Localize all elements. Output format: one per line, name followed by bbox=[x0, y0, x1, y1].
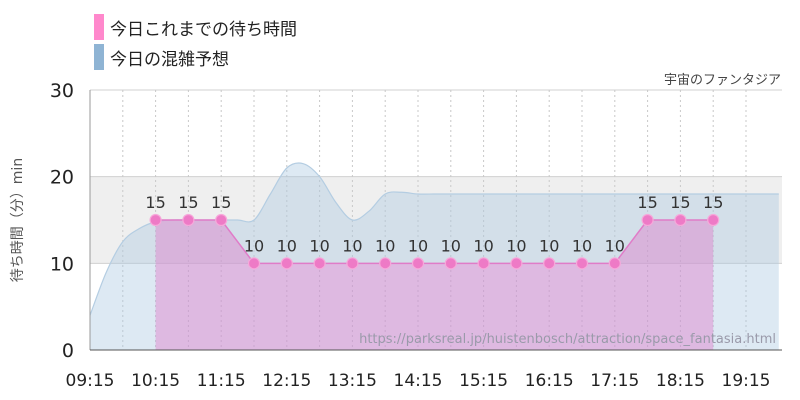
data-point[interactable] bbox=[707, 213, 720, 227]
forecast-area bbox=[90, 163, 779, 350]
data-point[interactable] bbox=[444, 257, 457, 270]
data-label: 10 bbox=[473, 236, 493, 255]
x-tick-label: 15:15 bbox=[459, 371, 508, 391]
data-label: 10 bbox=[342, 236, 362, 255]
data-point[interactable] bbox=[215, 213, 228, 227]
data-point[interactable] bbox=[280, 257, 293, 270]
x-tick-label: 11:15 bbox=[197, 371, 246, 391]
data-point[interactable] bbox=[543, 257, 556, 270]
x-tick-label: 18:15 bbox=[656, 371, 705, 391]
y-tick-label: 10 bbox=[50, 253, 74, 275]
data-label: 10 bbox=[506, 236, 526, 255]
attraction-name: 宇宙のファンタジア bbox=[664, 73, 781, 88]
x-tick-label: 10:15 bbox=[131, 371, 180, 391]
data-label: 15 bbox=[670, 193, 690, 212]
data-label: 15 bbox=[637, 193, 657, 212]
legend-label-actual: 今日これまでの待ち時間 bbox=[110, 19, 297, 40]
data-label: 15 bbox=[211, 193, 231, 212]
data-point[interactable] bbox=[379, 257, 392, 270]
x-tick-label: 13:15 bbox=[328, 371, 377, 391]
x-tick-label: 19:15 bbox=[722, 371, 771, 391]
data-point[interactable] bbox=[674, 213, 687, 227]
x-tick-label: 12:15 bbox=[262, 371, 311, 391]
data-label: 10 bbox=[572, 236, 592, 255]
legend-swatch-actual bbox=[94, 14, 104, 40]
data-point[interactable] bbox=[477, 257, 490, 270]
data-label: 15 bbox=[703, 193, 723, 212]
data-label: 10 bbox=[441, 236, 461, 255]
data-label: 15 bbox=[145, 193, 165, 212]
data-point[interactable] bbox=[149, 213, 162, 227]
y-tick-label: 0 bbox=[62, 340, 74, 362]
legend-item-forecast[interactable]: 今日の混雑予想 bbox=[94, 42, 297, 72]
data-label: 10 bbox=[375, 236, 395, 255]
data-point[interactable] bbox=[641, 213, 654, 227]
legend-item-actual[interactable]: 今日これまでの待ち時間 bbox=[94, 12, 297, 42]
y-axis-title: 待ち時間（分）min bbox=[10, 158, 26, 282]
x-tick-label: 16:15 bbox=[525, 371, 574, 391]
data-point[interactable] bbox=[247, 257, 261, 270]
y-tick-label: 30 bbox=[50, 80, 74, 102]
data-point[interactable] bbox=[182, 213, 195, 227]
data-label: 10 bbox=[309, 236, 329, 255]
data-point[interactable] bbox=[510, 257, 523, 270]
y-tick-label: 20 bbox=[50, 167, 74, 189]
data-label: 10 bbox=[605, 236, 625, 255]
source-url: https://parksreal.jp/huistenbosch/attrac… bbox=[359, 332, 776, 347]
data-label: 10 bbox=[539, 236, 559, 255]
x-tick-label: 17:15 bbox=[590, 371, 639, 391]
data-label: 10 bbox=[408, 236, 428, 255]
data-point[interactable] bbox=[608, 257, 621, 270]
data-point[interactable] bbox=[411, 257, 425, 270]
data-label: 10 bbox=[244, 236, 264, 255]
legend-label-forecast: 今日の混雑予想 bbox=[110, 49, 229, 70]
data-label: 10 bbox=[277, 236, 297, 255]
chart-legend: 今日これまでの待ち時間 今日の混雑予想 bbox=[94, 12, 297, 72]
actual-line bbox=[155, 219, 714, 265]
data-point[interactable] bbox=[313, 257, 326, 270]
data-point[interactable] bbox=[346, 257, 359, 270]
x-tick-label: 09:15 bbox=[66, 371, 115, 391]
actual-area bbox=[155, 220, 714, 350]
data-label: 15 bbox=[178, 193, 198, 212]
legend-swatch-forecast bbox=[94, 44, 104, 70]
x-tick-label: 14:15 bbox=[394, 371, 443, 391]
data-point[interactable] bbox=[575, 257, 589, 270]
